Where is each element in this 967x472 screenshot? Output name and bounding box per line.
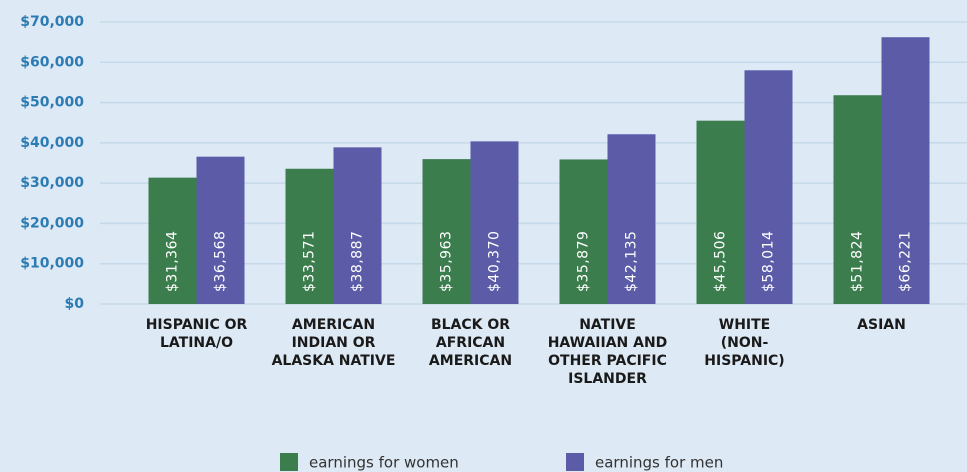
bar [422,159,471,304]
legend-swatch [280,453,298,471]
value-label: $51,824 [850,231,866,292]
x-tick-label: WHITE (NON-HISPANIC) [704,317,785,369]
legend-swatch [566,453,584,471]
bar [607,134,656,304]
bar [333,147,382,304]
y-tick-label: $60,000 [20,54,84,70]
x-tick-label: HISPANIC OR LATINA/O [145,317,248,351]
bar [744,70,793,304]
y-tick-label: $20,000 [20,215,84,231]
value-label: $38,887 [350,231,366,292]
value-label: $42,135 [624,231,640,292]
value-label: $31,364 [165,231,181,292]
x-tick-label: NATIVE HAWAIIAN AND OTHER PACIFIC ISLAND… [547,317,668,387]
value-label: $58,014 [761,231,777,292]
y-tick-label: $0 [65,296,85,312]
y-tick-label: $70,000 [20,14,84,30]
bar [148,177,197,304]
value-label: $40,370 [487,231,503,292]
y-tick-label: $50,000 [20,95,84,111]
bar [881,37,930,305]
value-label: $35,879 [576,231,592,292]
bar [833,95,882,304]
bar [470,141,519,304]
y-tick-label: $40,000 [20,135,84,151]
y-tick-label: $10,000 [20,256,84,272]
value-label: $33,571 [302,231,318,292]
bar [559,159,608,304]
bar [696,120,745,304]
bar [196,156,245,304]
value-label: $35,963 [439,231,455,292]
bar [285,168,334,304]
x-tick-label: ASIAN [857,317,906,333]
x-tick-label: AMERICAN INDIAN OR ALASKA NATIVE [271,317,396,369]
x-tick-label: BLACK OR AFRICAN AMERICAN [428,317,513,369]
legend-label: earnings for women [309,454,459,472]
y-tick-label: $30,000 [20,175,84,191]
value-label: $66,221 [898,231,914,292]
value-label: $45,506 [713,231,729,292]
value-label: $36,568 [213,231,229,292]
legend-label: earnings for men [595,454,723,472]
